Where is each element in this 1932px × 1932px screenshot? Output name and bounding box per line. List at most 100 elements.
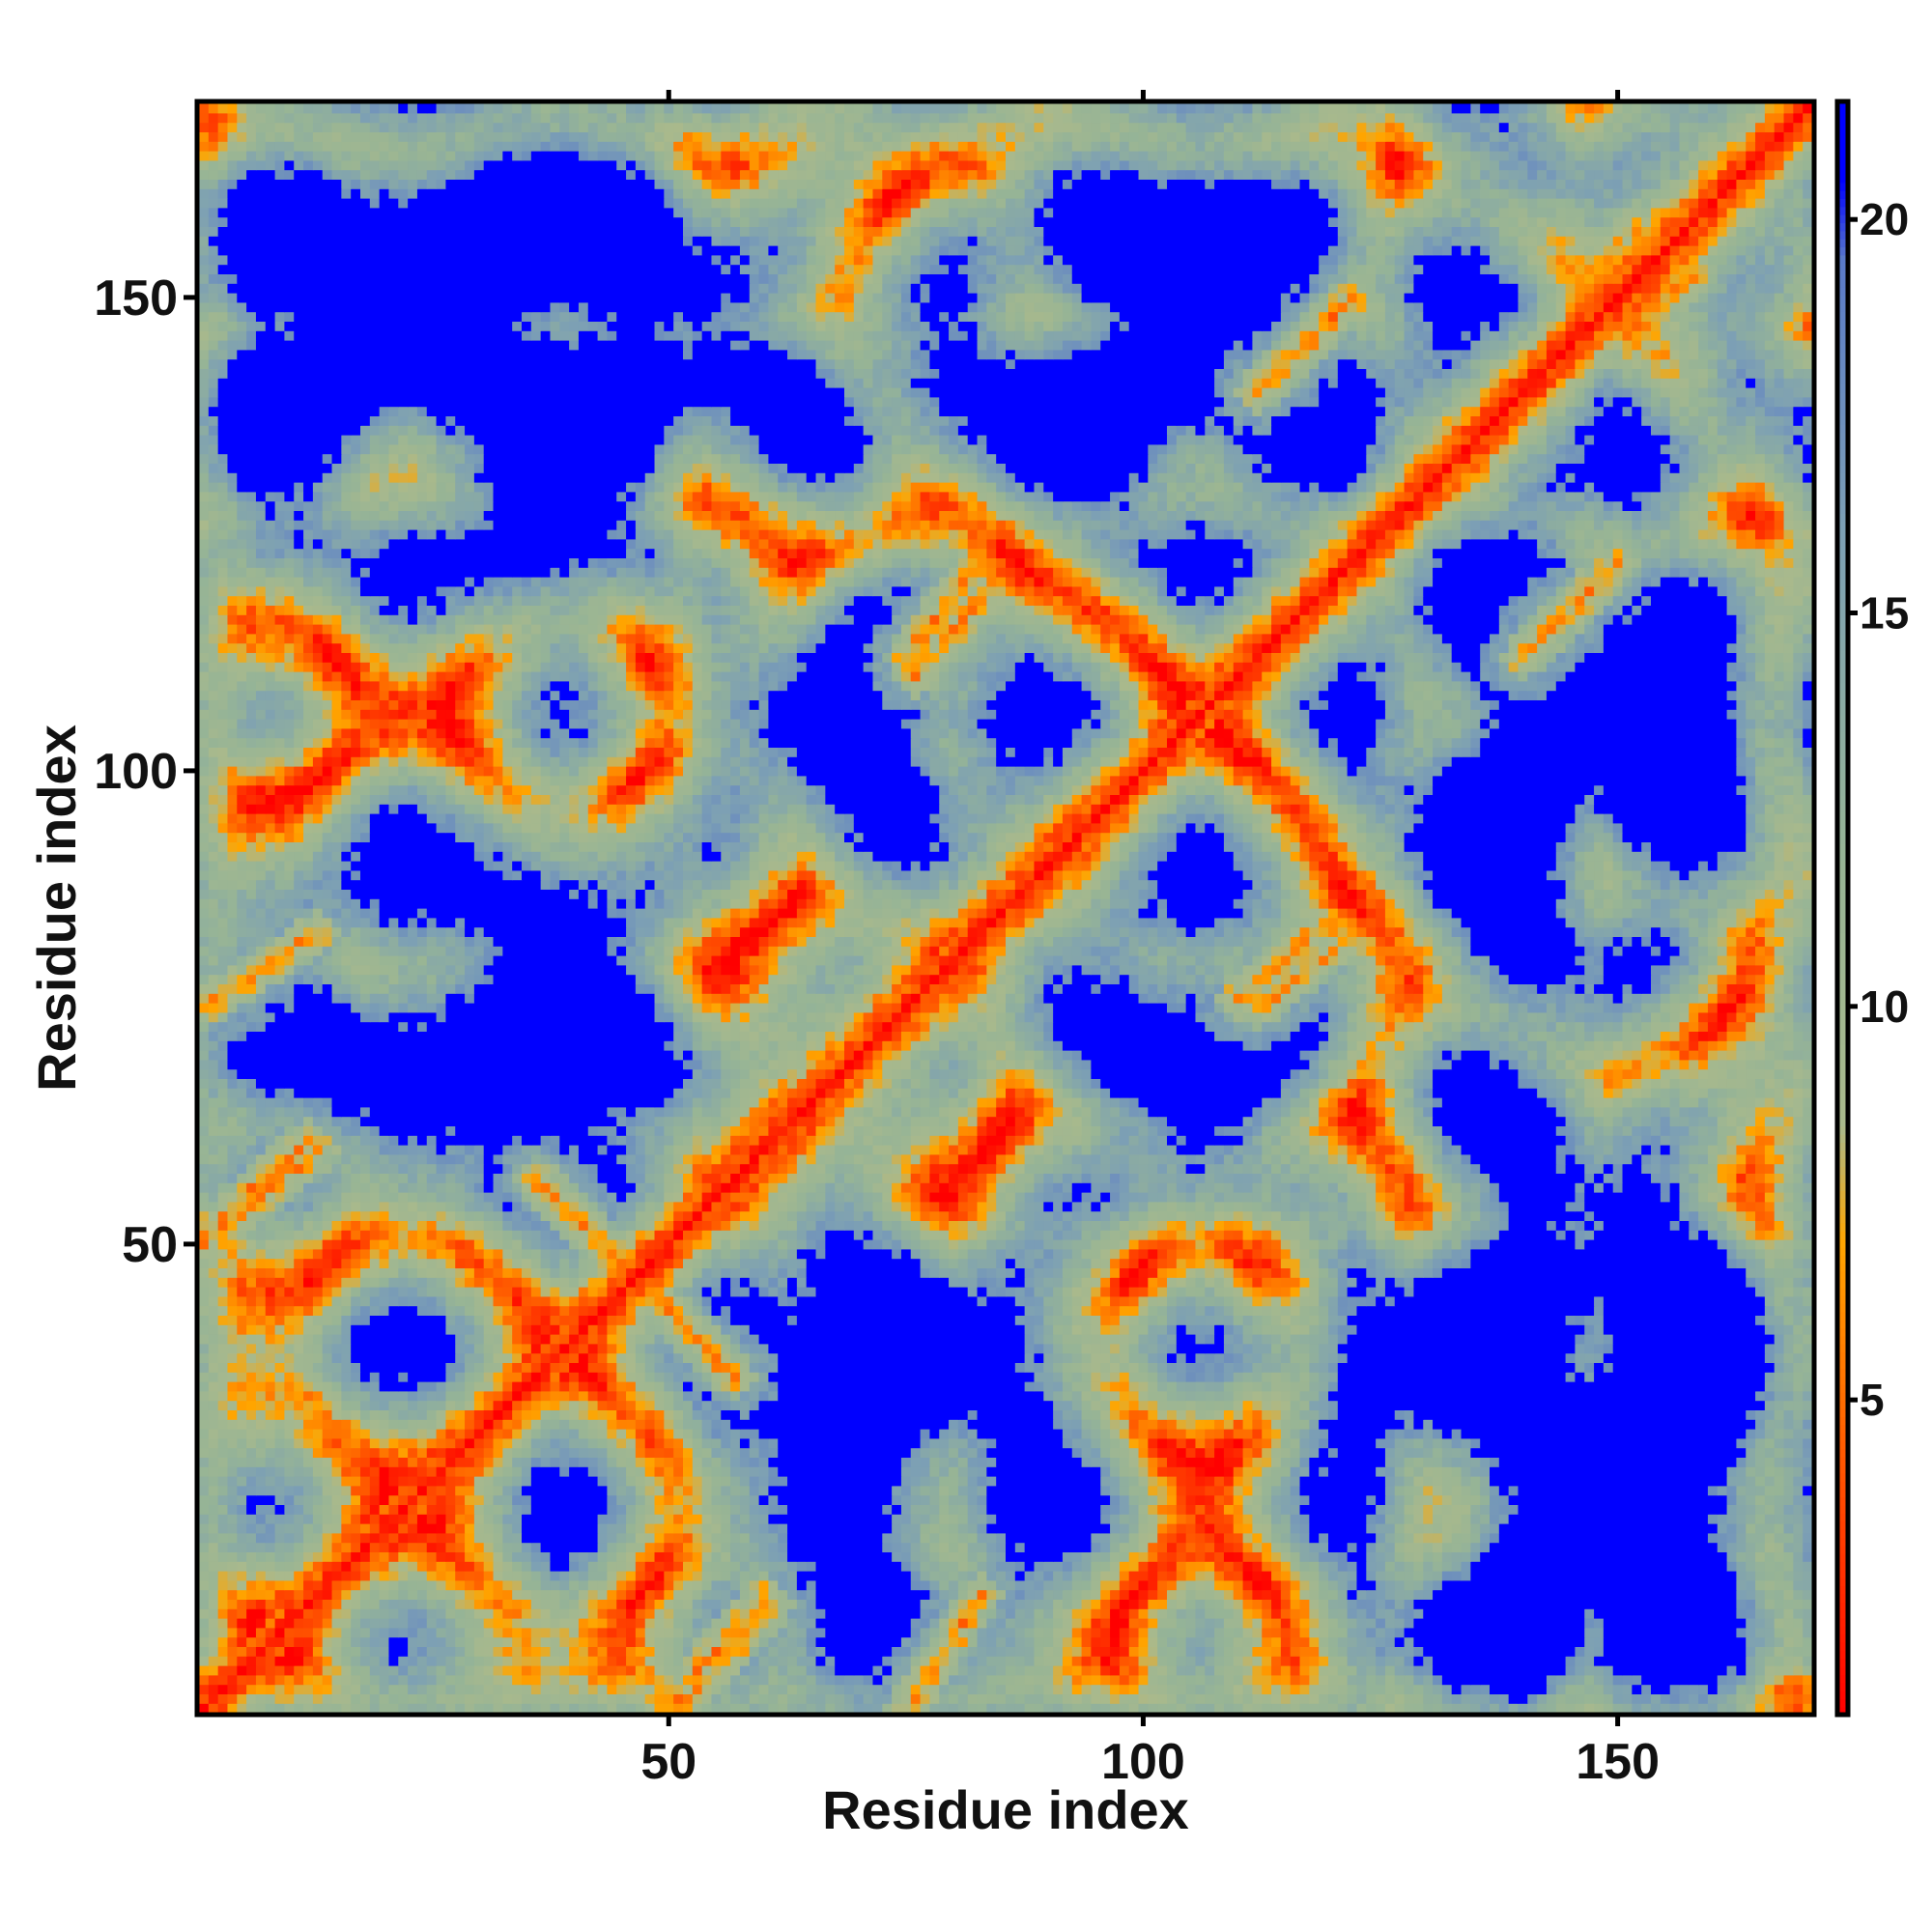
- heatmap-cell: [787, 1523, 797, 1533]
- heatmap-cell: [1319, 1618, 1328, 1628]
- heatmap-cell: [759, 1561, 769, 1571]
- heatmap-cell: [1651, 1656, 1661, 1665]
- heatmap-cell: [1708, 1580, 1718, 1590]
- heatmap-cell: [227, 1665, 237, 1675]
- heatmap-cell: [921, 1646, 930, 1656]
- heatmap-cell: [655, 1523, 665, 1533]
- heatmap-cell: [370, 1486, 380, 1495]
- heatmap-cell: [341, 1628, 351, 1637]
- heatmap-cell: [484, 1685, 494, 1694]
- heatmap-cell: [1755, 1533, 1765, 1543]
- heatmap-cell: [388, 1656, 398, 1665]
- heatmap-cell: [797, 1476, 807, 1486]
- heatmap-cell: [417, 1476, 427, 1486]
- heatmap-cell: [1252, 1514, 1262, 1523]
- heatmap-cell: [1509, 1486, 1519, 1495]
- heatmap-cell: [1547, 1590, 1556, 1600]
- heatmap-cell: [465, 1675, 474, 1685]
- heatmap-cell: [1300, 1656, 1310, 1665]
- heatmap-cell: [351, 1685, 360, 1694]
- heatmap-cell: [1490, 1675, 1499, 1685]
- heatmap-cell: [1641, 1533, 1651, 1543]
- heatmap-cell: [512, 1457, 522, 1466]
- heatmap-cell: [1518, 1590, 1527, 1600]
- heatmap-cell: [1139, 1504, 1149, 1514]
- heatmap-cell: [816, 1618, 826, 1628]
- heatmap-cell: [1043, 1457, 1053, 1466]
- heatmap-cell: [1319, 1646, 1328, 1656]
- heatmap-cell: [996, 1608, 1006, 1618]
- heatmap-cell: [1537, 1599, 1547, 1608]
- heatmap-cell: [968, 1561, 978, 1571]
- heatmap-cell: [655, 1580, 665, 1590]
- heatmap-cell: [1309, 1685, 1319, 1694]
- heatmap-cell: [484, 1438, 494, 1448]
- heatmap-cell: [237, 1504, 246, 1514]
- heatmap-cell: [256, 1693, 266, 1703]
- heatmap-cell: [854, 1656, 864, 1665]
- heatmap-cell: [351, 1514, 360, 1523]
- heatmap-cell: [1385, 1476, 1395, 1486]
- heatmap-cell: [616, 1543, 626, 1552]
- heatmap-cell: [579, 1590, 588, 1600]
- heatmap-cell: [1442, 1580, 1452, 1590]
- heatmap-cell: [1091, 1523, 1100, 1533]
- heatmap-cell: [1271, 1618, 1281, 1628]
- heatmap-cell: [655, 1665, 665, 1675]
- heatmap-cell: [673, 1514, 683, 1523]
- heatmap-cell: [1413, 1504, 1423, 1514]
- heatmap-cell: [616, 1495, 626, 1505]
- heatmap-cell: [616, 1448, 626, 1458]
- heatmap-cell: [1623, 1466, 1633, 1476]
- heatmap-cell: [1100, 1628, 1110, 1637]
- heatmap-cell: [1670, 1646, 1680, 1656]
- heatmap-cell: [1775, 1495, 1784, 1505]
- heatmap-cell: [616, 1533, 626, 1543]
- heatmap-cell: [237, 1628, 246, 1637]
- heatmap-cell: [1271, 1466, 1281, 1476]
- heatmap-cell: [730, 1429, 740, 1438]
- heatmap-cell: [1566, 1646, 1576, 1656]
- heatmap-cell: [636, 1675, 645, 1685]
- heatmap-cell: [645, 1599, 655, 1608]
- heatmap-cell: [1043, 1628, 1053, 1637]
- heatmap-cell: [266, 1693, 275, 1703]
- heatmap-cell: [1252, 1476, 1262, 1486]
- heatmap-cell: [1309, 1637, 1319, 1647]
- heatmap-cell: [1736, 1675, 1746, 1685]
- heatmap-cell: [1025, 1656, 1035, 1665]
- heatmap-cell: [882, 1703, 892, 1713]
- heatmap-cell: [854, 1495, 864, 1505]
- heatmap-cell: [1632, 1457, 1641, 1466]
- heatmap-cell: [437, 1693, 446, 1703]
- heatmap-cell: [835, 1504, 844, 1514]
- heatmap-cell: [1034, 1665, 1043, 1675]
- heatmap-cell: [1129, 1599, 1139, 1608]
- heatmap-cell: [1784, 1561, 1794, 1571]
- heatmap-cell: [872, 1693, 882, 1703]
- heatmap-cell: [1234, 1628, 1243, 1637]
- heatmap-cell: [1641, 1646, 1651, 1656]
- heatmap-cell: [531, 1599, 541, 1608]
- heatmap-cell: [1319, 1551, 1328, 1561]
- heatmap-cell: [626, 1656, 636, 1665]
- heatmap-cell: [266, 1438, 275, 1448]
- heatmap-cell: [673, 1656, 683, 1665]
- heatmap-cell: [1736, 1693, 1746, 1703]
- heatmap-cell: [408, 1504, 417, 1514]
- heatmap-cell: [522, 1466, 531, 1476]
- heatmap-cell: [531, 1675, 541, 1685]
- heatmap-cell: [921, 1448, 930, 1458]
- heatmap-cell: [721, 1675, 730, 1685]
- heatmap-cell: [531, 1561, 541, 1571]
- heatmap-cell: [1727, 1599, 1737, 1608]
- heatmap-cell: [844, 1703, 854, 1713]
- heatmap-cell: [986, 1685, 996, 1694]
- heatmap-cell: [1632, 1523, 1641, 1533]
- heatmap-cell: [1547, 1551, 1556, 1561]
- heatmap-cell: [550, 1551, 559, 1561]
- heatmap-cell: [1584, 1675, 1594, 1685]
- heatmap-cell: [958, 1486, 968, 1495]
- heatmap-cell: [1784, 1504, 1794, 1514]
- heatmap-cell: [872, 1466, 882, 1476]
